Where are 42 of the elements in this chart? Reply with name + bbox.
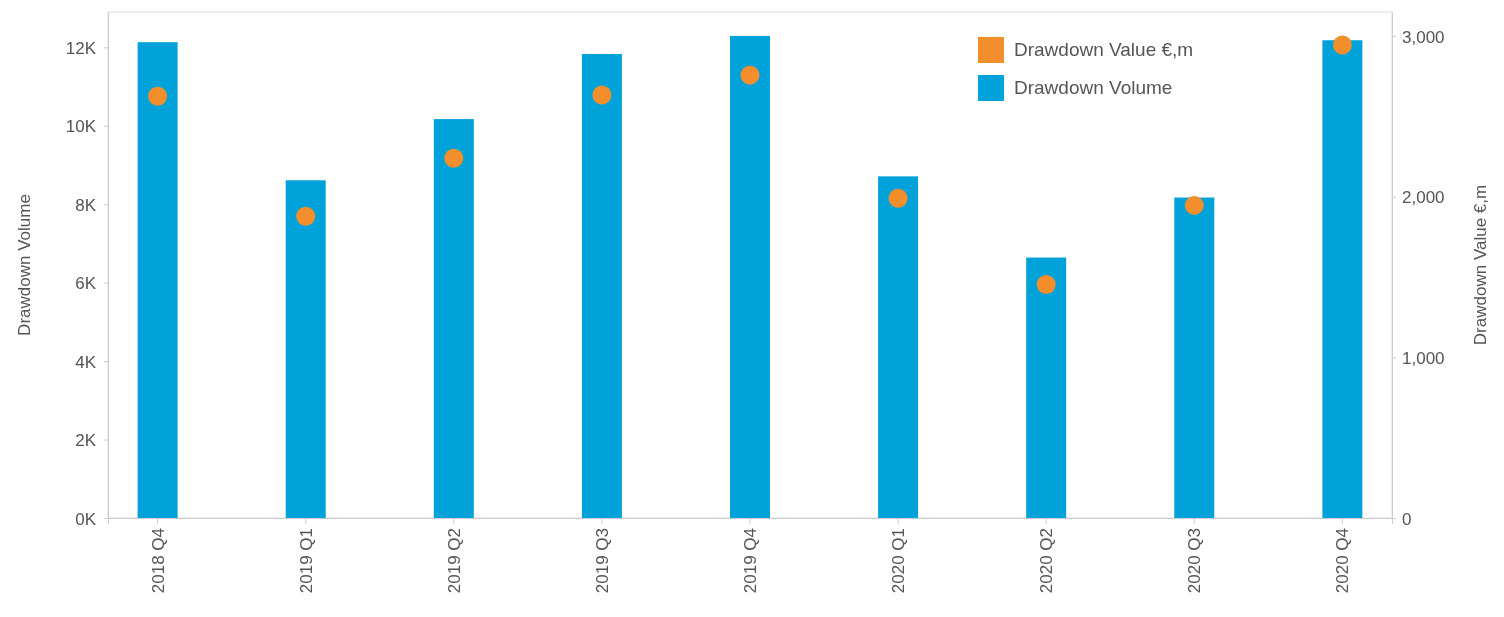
y-tick-label: 10K [65, 117, 97, 137]
x-tick-label: 2018 Q4 [148, 528, 168, 594]
bar [433, 119, 474, 518]
x-tick-label: 2019 Q3 [592, 528, 612, 594]
point [1332, 35, 1352, 55]
point [1184, 195, 1204, 215]
legend-label: Drawdown Value €,m [1014, 39, 1194, 60]
point [888, 188, 908, 208]
bar [1174, 197, 1215, 518]
bar [1322, 40, 1363, 518]
y2-tick-label: 3,000 [1402, 27, 1445, 47]
x-tick-label: 2020 Q2 [1037, 528, 1057, 594]
y2-axis-title: Drawdown Value €,m [1471, 184, 1490, 346]
bar [1026, 257, 1067, 518]
point [148, 86, 168, 106]
y-axis-title: Drawdown Volume [15, 194, 34, 336]
y-tick-label: 12K [65, 38, 97, 58]
y2-tick-label: 0 [1402, 509, 1412, 529]
x-tick-label: 2020 Q3 [1185, 528, 1205, 594]
y-tick-label: 8K [75, 195, 97, 215]
y-tick-label: 6K [75, 274, 97, 294]
point [740, 65, 760, 85]
y-tick-label: 2K [75, 431, 97, 451]
x-tick-label: 2019 Q1 [296, 528, 316, 594]
bar [285, 180, 326, 518]
point [592, 85, 612, 105]
x-tick-label: 2020 Q1 [889, 528, 909, 594]
bar [878, 176, 919, 518]
bar [137, 42, 178, 518]
x-tick-label: 2019 Q2 [444, 528, 464, 594]
legend-label: Drawdown Volume [1014, 77, 1173, 98]
bar [581, 53, 622, 518]
point [1036, 274, 1056, 294]
x-tick-label: 2020 Q4 [1333, 528, 1353, 594]
y-tick-label: 4K [75, 352, 97, 372]
y2-tick-label: 1,000 [1402, 348, 1445, 368]
point [296, 206, 316, 226]
bar [730, 35, 770, 518]
y2-tick-label: 2,000 [1402, 188, 1445, 208]
x-tick-label: 2019 Q4 [740, 528, 760, 594]
point [444, 148, 464, 168]
y-tick-label: 0K [75, 509, 97, 529]
